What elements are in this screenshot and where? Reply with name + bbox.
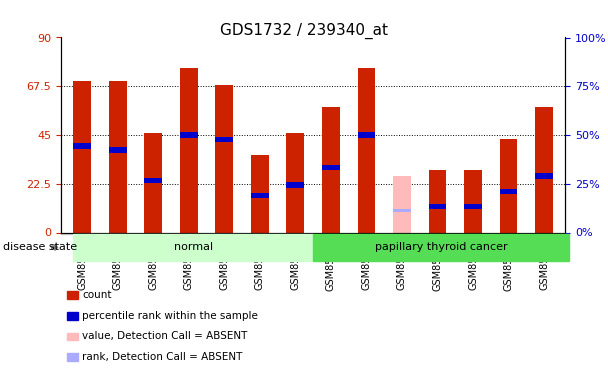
Text: count: count	[82, 290, 112, 300]
Bar	[180, 68, 198, 232]
Bar	[358, 68, 375, 232]
Bar	[322, 165, 340, 170]
Bar	[144, 133, 162, 232]
Text: rank, Detection Call = ABSENT: rank, Detection Call = ABSENT	[82, 352, 243, 362]
Bar	[109, 81, 126, 232]
Bar	[393, 209, 411, 213]
Text: GDS1732 / 239340_at: GDS1732 / 239340_at	[220, 22, 388, 39]
Bar	[251, 154, 269, 232]
Bar	[393, 176, 411, 232]
Bar	[535, 174, 553, 179]
Bar	[322, 107, 340, 232]
Bar	[500, 189, 517, 194]
Bar	[500, 140, 517, 232]
Bar	[464, 170, 482, 232]
Text: disease state: disease state	[3, 243, 77, 252]
Bar	[73, 81, 91, 232]
Bar	[358, 132, 375, 138]
Bar	[144, 178, 162, 183]
Bar	[215, 136, 233, 142]
Bar	[109, 147, 126, 153]
Text: value, Detection Call = ABSENT: value, Detection Call = ABSENT	[82, 332, 247, 341]
Text: papillary thyroid cancer: papillary thyroid cancer	[375, 243, 507, 252]
Bar	[286, 182, 304, 188]
Bar	[73, 143, 91, 148]
Bar	[429, 170, 446, 232]
Bar	[215, 85, 233, 232]
Text: normal: normal	[174, 243, 213, 252]
Text: percentile rank within the sample: percentile rank within the sample	[82, 311, 258, 321]
Bar	[180, 132, 198, 138]
Bar	[464, 204, 482, 209]
Bar	[535, 107, 553, 232]
Bar	[251, 193, 269, 198]
Bar	[286, 133, 304, 232]
Bar	[429, 204, 446, 209]
